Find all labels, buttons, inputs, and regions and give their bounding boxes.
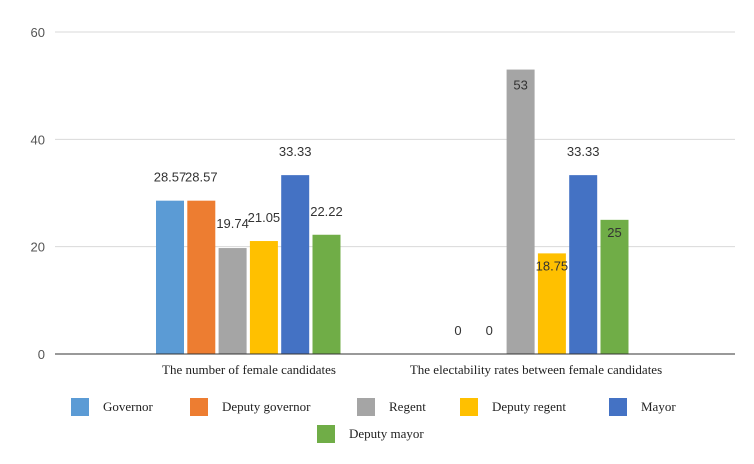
y-tick-label: 40 bbox=[31, 132, 45, 147]
legend-item: Deputy governor bbox=[190, 398, 311, 416]
bar bbox=[156, 200, 184, 354]
y-tick-label: 20 bbox=[31, 240, 45, 255]
legend-item: Regent bbox=[357, 398, 426, 416]
legend-swatch bbox=[609, 398, 627, 416]
data-label: 53 bbox=[513, 78, 527, 93]
category-label: The electability rates between female ca… bbox=[410, 362, 662, 377]
data-label: 25 bbox=[607, 225, 621, 240]
legend-item: Mayor bbox=[609, 398, 676, 416]
y-axis: 0 20 40 60 bbox=[31, 25, 45, 362]
legend-swatch bbox=[317, 425, 335, 443]
legend-label: Governor bbox=[103, 399, 153, 414]
data-label: 28.57 bbox=[154, 170, 187, 185]
y-tick-label: 0 bbox=[38, 347, 45, 362]
data-label: 19.74 bbox=[216, 216, 249, 231]
bar bbox=[506, 69, 535, 355]
x-axis: The number of female candidates The elect… bbox=[55, 353, 735, 377]
y-tick-label: 60 bbox=[31, 25, 45, 40]
legend-label: Mayor bbox=[641, 399, 676, 414]
bar bbox=[281, 175, 310, 354]
bar bbox=[218, 248, 247, 354]
legend: Governor Deputy governor Regent Deputy rege… bbox=[71, 398, 676, 443]
legend-swatch bbox=[357, 398, 375, 416]
bar bbox=[537, 253, 566, 354]
data-label: 0 bbox=[454, 323, 461, 338]
data-label: 33.33 bbox=[279, 144, 312, 159]
data-label: 0 bbox=[486, 323, 493, 338]
data-label: 21.05 bbox=[248, 210, 281, 225]
legend-item: Deputy mayor bbox=[317, 425, 424, 443]
bar bbox=[249, 241, 278, 354]
data-label: 28.57 bbox=[185, 170, 218, 185]
bar bbox=[312, 234, 341, 354]
legend-label: Deputy governor bbox=[222, 399, 311, 414]
bar bbox=[569, 175, 598, 354]
data-label: 22.22 bbox=[310, 204, 343, 219]
legend-label: Regent bbox=[389, 399, 426, 414]
legend-item: Deputy regent bbox=[460, 398, 566, 416]
bar bbox=[187, 200, 216, 354]
bars bbox=[156, 69, 629, 355]
category-label: The number of female candidates bbox=[162, 362, 336, 377]
bar bbox=[600, 219, 629, 354]
legend-swatch bbox=[460, 398, 478, 416]
data-label: 18.75 bbox=[536, 258, 569, 273]
legend-label: Deputy mayor bbox=[349, 426, 424, 441]
legend-label: Deputy regent bbox=[492, 399, 566, 414]
legend-swatch bbox=[71, 398, 89, 416]
legend-item: Governor bbox=[71, 398, 153, 416]
data-label: 33.33 bbox=[567, 144, 600, 159]
legend-swatch bbox=[190, 398, 208, 416]
